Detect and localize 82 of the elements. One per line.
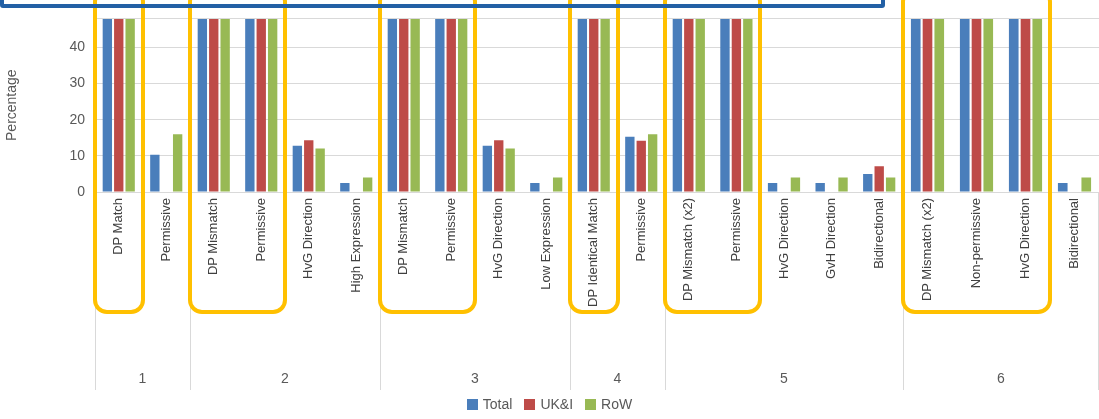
bar — [672, 18, 683, 192]
bar — [553, 177, 563, 192]
bar — [768, 182, 778, 192]
bar — [315, 148, 325, 192]
y-tick-label: 20 — [69, 110, 86, 127]
y-tick-label: 10 — [69, 146, 86, 163]
x-tick-label: HvG Direction — [775, 198, 791, 279]
bar — [494, 140, 504, 192]
x-tick-label: Permissive — [633, 198, 649, 262]
x-axis-title: 5 — [780, 370, 789, 387]
y-axis-title: Percentage — [3, 69, 20, 141]
y-tick-label: 0 — [77, 182, 86, 199]
bar — [695, 18, 706, 192]
bar — [446, 18, 457, 192]
bar — [815, 182, 826, 192]
bar — [684, 18, 694, 192]
x-tick-label: HvG Direction — [1016, 198, 1032, 279]
bar — [838, 177, 848, 192]
x-tick-label: Bidirectional — [1065, 197, 1081, 269]
bar — [150, 154, 160, 192]
bar — [791, 177, 801, 192]
bar — [530, 182, 540, 192]
bar — [482, 145, 493, 192]
x-tick-label: HvG Direction — [490, 198, 506, 279]
legend-label: RoW — [600, 396, 633, 412]
x-tick-label: GvH Direction — [823, 198, 839, 279]
x-tick-label: Permissive — [728, 198, 744, 262]
bar — [245, 18, 255, 192]
bar — [577, 18, 588, 192]
bar — [304, 140, 314, 192]
bar — [600, 18, 611, 192]
bar — [220, 18, 230, 192]
y-tick-label: 40 — [69, 38, 86, 55]
x-axis-title: 2 — [281, 370, 290, 387]
bar — [197, 18, 208, 192]
x-axis-title: 1 — [138, 370, 147, 387]
bar — [256, 18, 266, 192]
x-tick-label: DP Mismatch (x2) — [918, 198, 934, 302]
x-tick-label: HvG Direction — [300, 198, 316, 279]
bar — [268, 18, 278, 192]
x-tick-label: DP Mismatch (x2) — [680, 198, 696, 302]
bar — [863, 173, 873, 192]
x-tick-label: Permissive — [442, 198, 458, 262]
x-tick-label: Permissive — [252, 198, 268, 262]
bar — [292, 145, 303, 192]
x-tick-label: Bidirectional — [871, 197, 887, 269]
bar — [886, 177, 896, 192]
x-tick-label: DP Mismatch — [205, 198, 221, 276]
bar — [720, 18, 730, 192]
x-axis-title: 4 — [613, 370, 622, 387]
x-axis-title: 3 — [471, 370, 480, 387]
bar — [435, 18, 445, 192]
bar — [625, 136, 635, 192]
bar — [387, 18, 398, 192]
bar — [102, 18, 113, 192]
x-tick-label: High Expression — [347, 198, 363, 293]
x-tick-label: DP Mismatch — [395, 198, 411, 276]
x-tick-label: DP Identical Match — [585, 198, 601, 307]
x-tick-label: Permissive — [157, 198, 173, 262]
x-tick-label: DP Match — [110, 198, 126, 255]
bar — [505, 148, 515, 192]
bar — [732, 18, 742, 192]
bar — [874, 166, 885, 192]
bar — [399, 18, 409, 192]
bar — [209, 18, 219, 192]
legend-label: UK&I — [539, 396, 574, 412]
bar — [114, 18, 124, 192]
x-tick-label: Low Expression — [537, 198, 553, 290]
x-axis-title: 6 — [996, 370, 1005, 387]
x-tick-label: Non-permissive — [967, 198, 983, 289]
bar — [589, 18, 599, 192]
y-tick-label: 30 — [69, 74, 86, 91]
bar — [636, 140, 647, 192]
bar — [340, 182, 350, 192]
bar — [363, 177, 373, 192]
bar — [172, 134, 183, 192]
bar — [648, 134, 658, 192]
bar — [125, 18, 135, 192]
legend-label: Total — [481, 396, 513, 412]
bar — [743, 18, 753, 192]
bar — [458, 18, 468, 192]
bar — [410, 18, 420, 192]
